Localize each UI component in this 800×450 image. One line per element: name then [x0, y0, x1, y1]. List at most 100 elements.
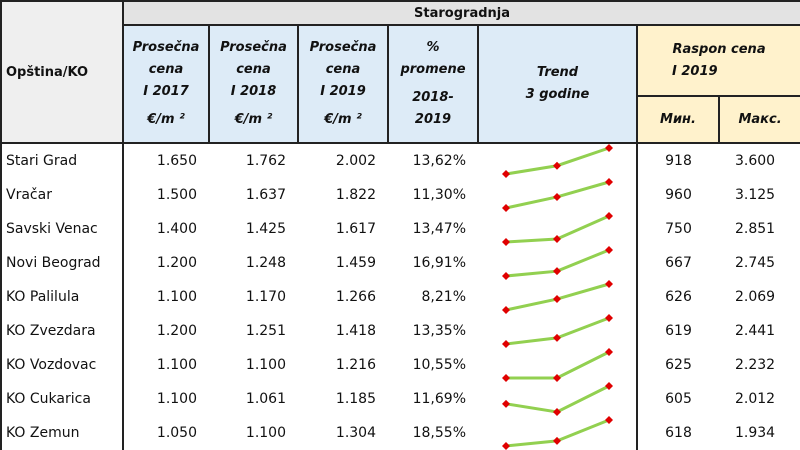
price-2017: 1.200 — [156, 255, 197, 271]
header-range: Raspon cena I 2019 — [635, 24, 800, 97]
min-price: 618 — [665, 425, 692, 441]
trend-sparkline — [478, 246, 638, 280]
pct-change: 8,21% — [421, 289, 466, 305]
trend-marker — [553, 374, 561, 382]
header-pct: % promene 2018- 2019 — [387, 24, 479, 144]
header-2019: Prosečna cena I 2019 €/m ² — [297, 24, 389, 144]
municipality-name: Savski Venac — [0, 212, 124, 246]
min-price: 619 — [665, 323, 692, 339]
municipality-name: KO Zemun — [0, 416, 124, 450]
table-row: KO Vozdovac 1.100 1.100 1.216 10,55% 625 2.232 — [0, 348, 800, 382]
trend-marker — [553, 192, 561, 201]
table-row: KO Palilula 1.100 1.170 1.266 8,21% 626 2.069 — [0, 280, 800, 314]
trend-sparkline — [478, 348, 638, 382]
trend-sparkline — [478, 212, 638, 246]
trend-marker — [502, 204, 510, 212]
pct-change: 18,55% — [412, 425, 466, 441]
max-price: 3.125 — [735, 187, 776, 203]
table-row: Savski Venac 1.400 1.425 1.617 13,47% 750 2.85… — [0, 212, 800, 246]
trend-marker — [553, 267, 561, 276]
trend-marker — [553, 408, 561, 416]
table-row: KO Zvezdara 1.200 1.251 1.418 13,35% 619 2.441 — [0, 314, 800, 348]
header-opstina: Opština/KO — [0, 0, 124, 144]
price-2019: 1.822 — [335, 187, 376, 203]
pct-change: 11,30% — [412, 187, 466, 203]
pct-change: 13,35% — [412, 323, 466, 339]
price-2017: 1.100 — [156, 289, 197, 305]
min-price: 605 — [665, 391, 692, 407]
header-min: Мин. — [636, 95, 720, 144]
table-row: Stari Grad 1.650 1.762 2.002 13,62% 918 3.600 — [0, 143, 800, 178]
price-2019: 1.185 — [335, 391, 376, 407]
pct-change: 10,55% — [412, 357, 466, 373]
trend-marker — [553, 295, 561, 304]
trend-marker — [502, 272, 510, 280]
trend-marker — [502, 340, 510, 348]
max-price: 1.934 — [735, 425, 776, 441]
trend-marker — [605, 348, 613, 356]
min-price: 667 — [665, 255, 692, 271]
price-2017: 1.100 — [156, 357, 197, 373]
price-2018: 1.248 — [245, 255, 286, 271]
min-price: 960 — [665, 187, 692, 203]
trend-marker — [502, 170, 510, 178]
price-2018: 1.425 — [245, 221, 286, 237]
price-2018: 1.100 — [245, 425, 286, 441]
price-2018: 1.100 — [245, 357, 286, 373]
trend-marker — [605, 314, 613, 322]
header-starogradnja: Starogradnja — [121, 0, 800, 26]
price-2019: 1.266 — [335, 289, 376, 305]
trend-sparkline — [478, 314, 638, 348]
municipality-name: KO Vozdovac — [0, 348, 124, 382]
pct-change: 13,47% — [412, 221, 466, 237]
price-2018: 1.762 — [245, 153, 286, 169]
price-2017: 1.400 — [156, 221, 197, 237]
trend-sparkline — [478, 382, 638, 416]
header-trend: Trend 3 godine — [477, 24, 638, 144]
trend-sparkline — [478, 416, 638, 450]
price-2019: 1.304 — [335, 425, 376, 441]
trend-sparkline — [478, 178, 638, 212]
header-2017: Prosečna cena I 2017 €/m ² — [122, 24, 210, 144]
trend-marker — [502, 399, 510, 408]
pct-change: 13,62% — [412, 153, 466, 169]
municipality-name: Novi Beograd — [0, 246, 124, 280]
table-row: Vračar 1.500 1.637 1.822 11,30% 960 3.125 — [0, 178, 800, 212]
table-row: Novi Beograd 1.200 1.248 1.459 16,91% 667 2.74… — [0, 246, 800, 280]
price-2017: 1.650 — [156, 153, 197, 169]
pct-change: 11,69% — [412, 391, 466, 407]
price-2018: 1.251 — [245, 323, 286, 339]
municipality-name: Stari Grad — [0, 143, 124, 178]
municipality-name: KO Palilula — [0, 280, 124, 314]
min-price: 918 — [665, 153, 692, 169]
trend-marker — [553, 436, 561, 445]
trend-marker — [605, 280, 613, 288]
table-row: KO Zemun 1.050 1.100 1.304 18,55% 618 1.934 — [0, 416, 800, 450]
municipality-name: KO Zvezdara — [0, 314, 124, 348]
trend-marker — [605, 144, 613, 152]
trend-marker — [605, 246, 613, 254]
trend-marker — [605, 178, 613, 186]
trend-marker — [605, 416, 613, 424]
price-2018: 1.061 — [245, 391, 286, 407]
price-2019: 1.617 — [335, 221, 376, 237]
trend-marker — [605, 382, 613, 390]
pct-change: 16,91% — [412, 255, 466, 271]
trend-marker — [553, 235, 561, 244]
price-2019: 1.418 — [335, 323, 376, 339]
table-row: KO Cukarica 1.100 1.061 1.185 11,69% 605 2.012 — [0, 382, 800, 416]
max-price: 2.441 — [735, 323, 776, 339]
min-price: 626 — [665, 289, 692, 305]
price-2017: 1.050 — [156, 425, 197, 441]
max-price: 2.012 — [735, 391, 776, 407]
price-2019: 2.002 — [335, 153, 376, 169]
trend-marker — [553, 161, 561, 170]
max-price: 2.069 — [735, 289, 776, 305]
max-price: 3.600 — [735, 153, 776, 169]
trend-marker — [502, 238, 510, 246]
trend-marker — [502, 374, 510, 382]
price-2018: 1.637 — [245, 187, 286, 203]
price-2019: 1.216 — [335, 357, 376, 373]
trend-marker — [502, 442, 510, 450]
